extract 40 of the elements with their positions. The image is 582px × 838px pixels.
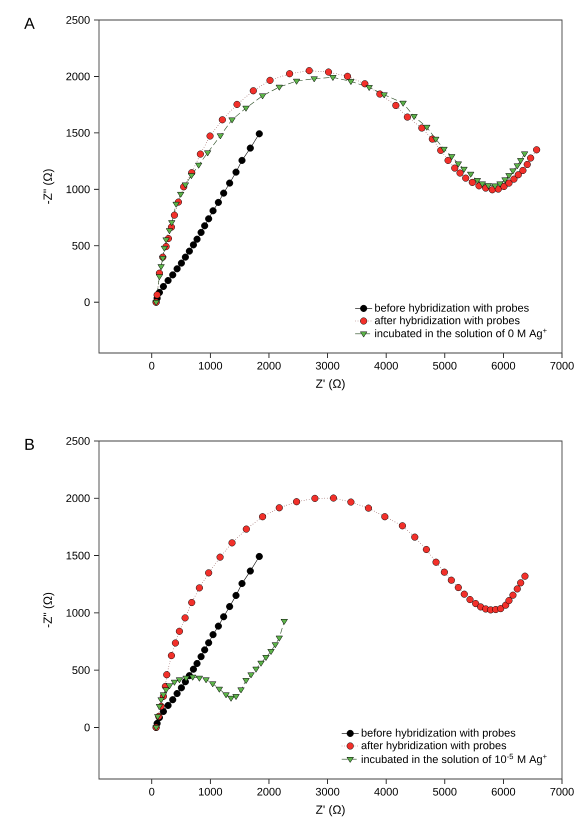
x-tick-label: 3000 xyxy=(316,788,340,796)
chart-title: B xyxy=(25,438,34,450)
x-tick-label: 2000 xyxy=(257,362,281,370)
y-tick-label: 1500 xyxy=(66,552,90,560)
legend-label: after hybridization with probes xyxy=(374,316,520,326)
x-tick-label: 1000 xyxy=(198,362,222,370)
x-tick-label: 7000 xyxy=(550,362,574,370)
y-axis-title: -Z" (Ω) xyxy=(43,592,54,628)
legend-label: before hybridization with probes xyxy=(375,304,529,314)
y-tick-label: 2500 xyxy=(66,16,90,24)
y-tick-label: 500 xyxy=(72,242,90,250)
y-tick-label: 1000 xyxy=(66,185,90,194)
x-axis-title: Z' (Ω) xyxy=(316,805,345,816)
x-tick-label: 4000 xyxy=(374,362,398,370)
y-tick-label: 2000 xyxy=(66,494,90,502)
x-tick-label: 2000 xyxy=(257,788,281,796)
y-tick-label: 2500 xyxy=(66,437,90,445)
legend-label: before hybridization with probes xyxy=(362,728,516,739)
y-tick-label: 0 xyxy=(84,298,90,306)
x-tick-label: 0 xyxy=(149,362,154,370)
chart-title: A xyxy=(24,18,35,29)
x-tick-label: 3000 xyxy=(316,362,340,370)
x-axis-title: Z' (Ω) xyxy=(316,379,345,390)
y-tick-label: 1000 xyxy=(66,608,90,617)
legend-label: incubated in the solution of 10$^{-5}$ M Ag$^{+}$ xyxy=(362,754,547,766)
y-tick-label: 500 xyxy=(72,666,90,674)
legend-label: incubated in the solution of 0 M Ag$^{+}$ xyxy=(375,328,547,340)
y-tick-label: 2000 xyxy=(66,72,90,80)
x-tick-label: 5000 xyxy=(433,362,457,370)
x-tick-label: 6000 xyxy=(492,788,516,796)
x-tick-label: 5000 xyxy=(433,788,457,796)
y-tick-label: 1500 xyxy=(66,129,90,137)
y-axis-title: -Z" (Ω) xyxy=(43,169,54,204)
legend-label: after hybridization with probes xyxy=(361,741,506,752)
x-tick-label: 0 xyxy=(149,788,154,796)
x-tick-label: 7000 xyxy=(550,788,574,796)
y-tick-label: 0 xyxy=(84,724,90,732)
x-tick-label: 6000 xyxy=(492,362,516,370)
x-tick-label: 1000 xyxy=(198,788,222,796)
x-tick-label: 4000 xyxy=(374,788,398,796)
